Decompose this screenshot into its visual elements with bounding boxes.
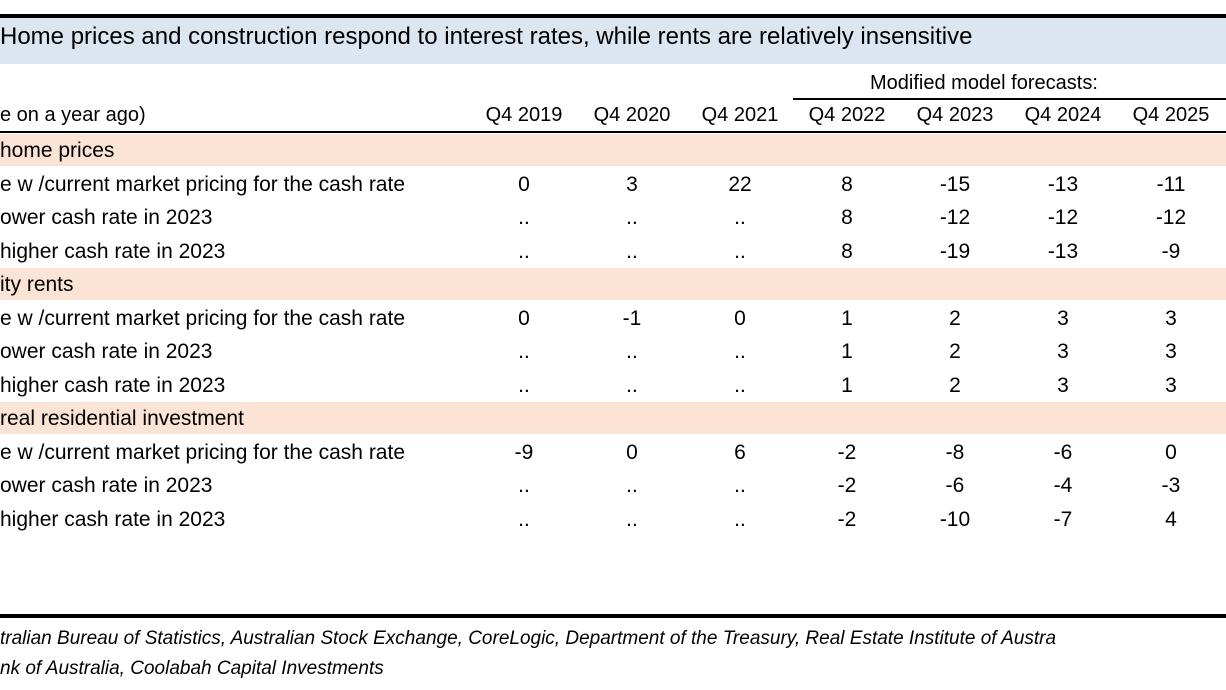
table-cell: -11 — [1156, 172, 1186, 196]
source-line-1: tralian Bureau of Statistics, Australian… — [0, 628, 1057, 649]
table-cell: 3 — [1057, 306, 1069, 330]
table-cell: -12 — [1155, 206, 1187, 229]
row-label: e w /current market pricing for the cash… — [0, 172, 405, 196]
table-cell: 4 — [1165, 507, 1177, 531]
table-cell: .. — [626, 373, 638, 397]
table-cell: -13 — [1047, 239, 1079, 263]
table-cell: -19 — [939, 239, 971, 263]
table-cell: 0 — [518, 306, 530, 330]
table-cell: -8 — [945, 440, 965, 464]
table-cell: .. — [734, 373, 746, 397]
table-cell: .. — [734, 474, 746, 497]
table-cell: 0 — [734, 306, 746, 330]
section-band — [0, 402, 1226, 434]
table-title: Home prices and construction respond to … — [0, 23, 973, 50]
table-cell: -12 — [939, 206, 971, 229]
table-cell: 2 — [949, 306, 961, 330]
table-cell: -4 — [1053, 474, 1073, 497]
table-cell: .. — [518, 507, 530, 531]
row-label: ower cash rate in 2023 — [0, 340, 213, 363]
section-label: home prices — [0, 139, 115, 162]
table-cell: -6 — [945, 474, 965, 497]
forecast-label: Modified model forecasts: — [870, 72, 1098, 94]
table-cell: -3 — [1161, 474, 1181, 497]
row-label: ower cash rate in 2023 — [0, 206, 213, 229]
table-cell: 1 — [841, 373, 853, 397]
column-header: Q4 2025 — [1132, 104, 1210, 126]
table-cell: -13 — [1047, 172, 1079, 196]
table-cell: 3 — [1165, 306, 1177, 330]
table-cell: .. — [518, 474, 530, 497]
table-cell: 3 — [626, 172, 638, 196]
table-cell: .. — [518, 373, 530, 397]
table-cell: 1 — [841, 306, 853, 330]
table-cell: -12 — [1047, 206, 1079, 229]
table-cell: -1 — [622, 306, 642, 330]
table-cell: 8 — [841, 206, 853, 229]
column-header: Q4 2020 — [593, 104, 671, 126]
column-header: Q4 2023 — [916, 104, 994, 126]
table-cell: .. — [518, 340, 530, 363]
row-label: ower cash rate in 2023 — [0, 474, 213, 497]
source-line-2: nk of Australia, Coolabah Capital Invest… — [0, 658, 384, 679]
table-cell: .. — [626, 206, 638, 229]
forecast-rule — [793, 98, 1226, 100]
section-band — [0, 134, 1226, 166]
table-cell: 1 — [841, 340, 853, 363]
table-cell: 3 — [1165, 340, 1177, 363]
section-label: real residential investment — [0, 407, 244, 430]
table-cell: 2 — [949, 340, 961, 363]
column-header: Q4 2021 — [701, 104, 779, 126]
table-cell: -6 — [1053, 440, 1073, 464]
table-cell: -2 — [837, 474, 857, 497]
row-label: e w /current market pricing for the cash… — [0, 306, 405, 330]
table-cell: 2 — [949, 373, 961, 397]
column-header: Q4 2022 — [808, 104, 886, 126]
row-label: e w /current market pricing for the cash… — [0, 440, 405, 464]
unit-label: e on a year ago) — [0, 104, 146, 126]
table-cell: .. — [734, 206, 746, 229]
table-cell: 3 — [1057, 340, 1069, 363]
column-header: Q4 2024 — [1024, 104, 1102, 126]
table-cell: 0 — [626, 440, 638, 464]
table-cell: .. — [518, 239, 530, 263]
column-header: Q4 2019 — [485, 104, 563, 126]
table-cell: .. — [734, 507, 746, 531]
table-cell: .. — [626, 507, 638, 531]
table-cell: -7 — [1053, 507, 1073, 531]
table-cell: .. — [734, 239, 746, 263]
row-label: higher cash rate in 2023 — [0, 507, 226, 531]
section-band — [0, 268, 1226, 300]
table-cell: 0 — [518, 172, 530, 196]
table-cell: 8 — [841, 172, 853, 196]
table-cell: -2 — [837, 440, 857, 464]
bottom-rule — [0, 614, 1226, 618]
table-cell: 3 — [1165, 373, 1177, 397]
table-cell: 3 — [1057, 373, 1069, 397]
table-cell: -9 — [1161, 239, 1181, 263]
table-cell: 22 — [728, 172, 752, 196]
table-cell: .. — [734, 340, 746, 363]
table-cell: .. — [626, 239, 638, 263]
row-label: higher cash rate in 2023 — [0, 239, 226, 263]
table-cell: -10 — [939, 507, 971, 531]
row-label: higher cash rate in 2023 — [0, 373, 226, 397]
table-cell: -15 — [939, 172, 971, 196]
table-cell: 0 — [1165, 440, 1177, 464]
table-cell: -9 — [514, 440, 534, 464]
table-cell: .. — [518, 206, 530, 229]
table-cell: 8 — [841, 239, 853, 263]
title-band — [0, 18, 1226, 64]
table-cell: 6 — [734, 440, 746, 464]
table-cell: -2 — [837, 507, 857, 531]
table-cell: .. — [626, 474, 638, 497]
top-rule — [0, 14, 1226, 18]
header-rule — [0, 131, 1226, 133]
table-cell: .. — [626, 340, 638, 363]
section-label: ity rents — [0, 273, 74, 296]
